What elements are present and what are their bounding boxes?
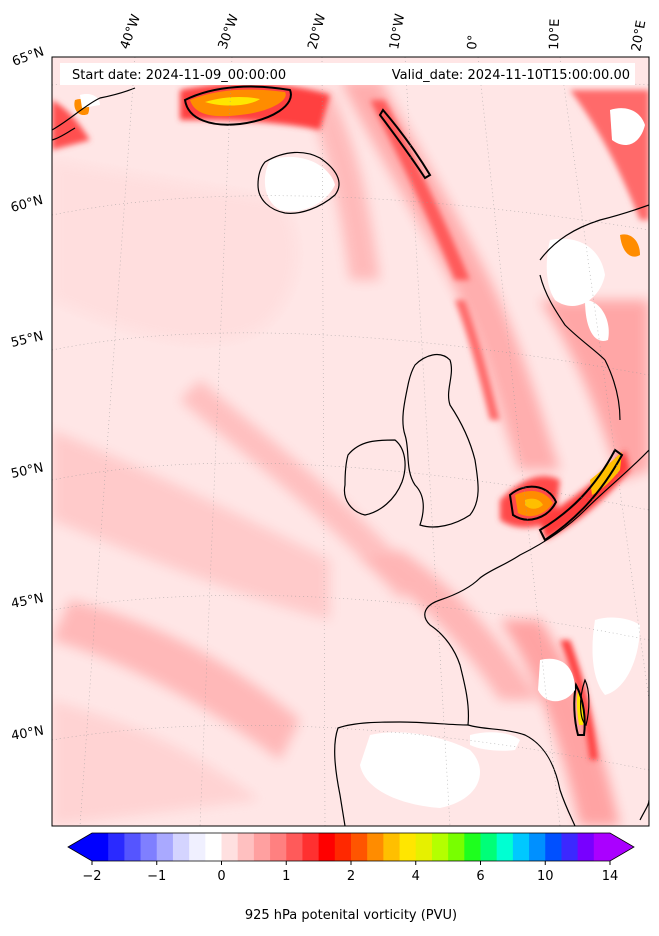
lat-label-55n: 55°N xyxy=(10,329,45,351)
colorbar-swatch xyxy=(237,833,255,861)
colorbar-swatch xyxy=(172,833,190,861)
colorbar-swatch xyxy=(367,833,384,861)
colorbar-tick-label: −2 xyxy=(82,869,101,884)
valid-date-label: Valid_date: 2024-11-10T15:00:00.00 xyxy=(392,68,630,83)
lat-label-60n: 60°N xyxy=(9,193,45,216)
high-pv-contours xyxy=(74,85,640,736)
colorbar-tick-label: 10 xyxy=(537,869,554,884)
colorbar-extend-low xyxy=(68,833,92,861)
colorbar-swatch xyxy=(529,833,546,861)
colorbar-swatch xyxy=(318,833,336,861)
colorbar-swatch xyxy=(351,833,368,861)
lon-label-20e: 20°E xyxy=(629,19,649,52)
colorbar-swatch xyxy=(383,833,401,861)
graticule xyxy=(52,57,649,826)
colorbar-swatch xyxy=(480,833,498,861)
latitude-labels: 65°N 60°N 55°N 50°N 45°N 40°N xyxy=(9,44,46,743)
colorbar-swatch xyxy=(253,833,271,861)
colorbar-swatch xyxy=(108,833,125,861)
colorbar-swatch xyxy=(593,833,611,861)
map-panel xyxy=(52,57,649,826)
colorbar-tick-label: 4 xyxy=(412,869,420,884)
colorbar-swatch xyxy=(189,833,206,861)
colorbar-swatch xyxy=(140,833,158,861)
colorbar-swatch xyxy=(577,833,595,861)
header-box xyxy=(60,63,635,85)
colorbar-swatch xyxy=(92,833,109,861)
lon-label-0: 0° xyxy=(465,34,481,50)
start-date-label: Start date: 2024-11-09_00:00:00 xyxy=(72,68,286,83)
colorbar-tick-label: 6 xyxy=(476,869,484,884)
colorbar-tick-label: 0 xyxy=(217,869,225,884)
lon-label-20w: 20°W xyxy=(305,12,329,51)
lat-label-65n: 65°N xyxy=(10,44,46,69)
colorbar-swatch xyxy=(124,833,142,861)
colorbar-swatch xyxy=(512,833,530,861)
lon-label-30w: 30°W xyxy=(216,12,242,51)
colorbar-tick-label: 1 xyxy=(282,869,290,884)
lon-label-10w: 10°W xyxy=(387,13,408,51)
colorbar-swatch xyxy=(286,833,303,861)
colorbar-swatch xyxy=(561,833,579,861)
longitude-labels: 40°W 30°W 20°W 10°W 0° 10°E 20°E xyxy=(118,12,650,52)
coastlines xyxy=(52,87,649,826)
colorbar-ticks: −2 −1 0 1 2 4 6 10 14 xyxy=(82,861,618,884)
map-frame xyxy=(51,56,650,827)
colorbar xyxy=(67,832,635,862)
lon-label-10e: 10°E xyxy=(547,18,563,50)
colorbar-swatch xyxy=(302,833,320,861)
lat-label-40n: 40°N xyxy=(10,723,45,743)
masked-regions xyxy=(80,94,645,808)
colorbar-swatch xyxy=(270,833,287,861)
colorbar-tick-label: −1 xyxy=(147,869,166,884)
lat-label-50n: 50°N xyxy=(10,460,45,481)
colorbar-swatch xyxy=(545,833,562,861)
colorbar-swatch xyxy=(464,833,481,861)
colorbar-swatch xyxy=(221,833,239,861)
colorbar-tick-label: 14 xyxy=(602,869,619,884)
colorbar-swatch xyxy=(205,833,222,861)
colorbar-tick-label: 2 xyxy=(347,869,355,884)
colorbar-swatch xyxy=(334,833,352,861)
colorbar-swatch xyxy=(156,833,174,861)
lon-label-40w: 40°W xyxy=(118,12,144,51)
lat-label-45n: 45°N xyxy=(10,591,45,612)
colorbar-extend-high xyxy=(610,833,634,861)
colorbar-swatch xyxy=(496,833,514,861)
colorbar-swatch xyxy=(431,833,449,861)
colorbar-label: 925 hPa potenital vorticity (PVU) xyxy=(245,908,457,923)
colorbar-swatch xyxy=(399,833,417,861)
colorbar-swatch xyxy=(448,833,465,861)
colorbar-swatch xyxy=(415,833,433,861)
